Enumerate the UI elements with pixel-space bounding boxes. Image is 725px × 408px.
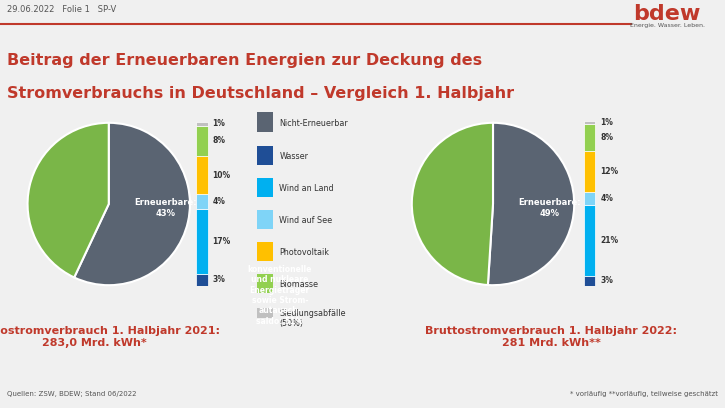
FancyBboxPatch shape	[257, 274, 273, 293]
Text: Beitrag der Erneuerbaren Energien zur Deckung des: Beitrag der Erneuerbaren Energien zur De…	[7, 53, 482, 68]
FancyBboxPatch shape	[257, 308, 273, 327]
Wedge shape	[74, 123, 190, 285]
Text: 1%: 1%	[212, 119, 225, 128]
Bar	[584, 151, 595, 191]
Text: Biomasse: Biomasse	[279, 280, 318, 289]
Text: Siedlungsabfälle
(50%): Siedlungsabfälle (50%)	[279, 308, 346, 328]
Text: 17%: 17%	[212, 237, 231, 246]
Text: 21%: 21%	[600, 236, 618, 245]
Bar	[584, 121, 595, 124]
Bar	[196, 122, 207, 126]
Bar	[196, 194, 207, 209]
Text: Wind auf See: Wind auf See	[279, 216, 332, 225]
Bar	[196, 209, 207, 274]
Bar	[196, 156, 207, 194]
Text: 8%: 8%	[600, 133, 613, 142]
Text: 3%: 3%	[600, 276, 613, 285]
Text: * vorläufig **vorläufig, teilweise geschätzt: * vorläufig **vorläufig, teilweise gesch…	[570, 391, 718, 397]
Text: Nicht-Erneuerbar: Nicht-Erneuerbar	[279, 119, 348, 128]
Text: 12%: 12%	[600, 167, 618, 176]
Text: Bruttostromverbrauch 1. Halbjahr 2022:
281 Mrd. kWh**: Bruttostromverbrauch 1. Halbjahr 2022: 2…	[425, 326, 677, 348]
Wedge shape	[488, 123, 574, 285]
Text: 10%: 10%	[212, 171, 231, 180]
FancyBboxPatch shape	[257, 178, 273, 197]
Text: Erneuerbare:
49%: Erneuerbare: 49%	[518, 198, 581, 218]
Text: Erneuerbare:
43%: Erneuerbare: 43%	[134, 198, 197, 218]
Text: Wasser: Wasser	[279, 153, 308, 162]
Text: Bruttostromverbrauch 1. Halbjahr 2021:
283,0 Mrd. kWh*: Bruttostromverbrauch 1. Halbjahr 2021: 2…	[0, 326, 220, 348]
Text: Wind an Land: Wind an Land	[279, 184, 334, 193]
Text: Energie. Wasser. Leben.: Energie. Wasser. Leben.	[629, 23, 705, 28]
Text: bdew: bdew	[634, 4, 700, 24]
Bar	[584, 124, 595, 151]
Bar	[196, 274, 207, 286]
Text: 3%: 3%	[212, 275, 225, 284]
FancyBboxPatch shape	[257, 113, 273, 131]
Bar	[196, 126, 207, 156]
Wedge shape	[28, 123, 109, 277]
Text: Quellen: ZSW, BDEW; Stand 06/2022: Quellen: ZSW, BDEW; Stand 06/2022	[7, 391, 137, 397]
Wedge shape	[412, 123, 493, 285]
Bar	[584, 275, 595, 286]
Bar	[584, 191, 595, 205]
FancyBboxPatch shape	[257, 210, 273, 229]
Text: konventionelle
und nukleare
Energieträger
sowie Strom-
autausch-
saldo: 51%: konventionelle und nukleare Energieträge…	[248, 265, 312, 326]
Text: Stromverbrauchs in Deutschland – Vergleich 1. Halbjahr: Stromverbrauchs in Deutschland – Verglei…	[7, 86, 514, 101]
Text: 4%: 4%	[600, 194, 613, 203]
Text: 4%: 4%	[212, 197, 225, 206]
Bar	[584, 205, 595, 275]
Text: Photovoltaik: Photovoltaik	[279, 248, 329, 257]
Text: 1%: 1%	[600, 118, 613, 127]
FancyBboxPatch shape	[257, 146, 273, 166]
Text: 8%: 8%	[212, 136, 225, 145]
FancyBboxPatch shape	[257, 242, 273, 261]
Text: 29.06.2022   Folie 1   SP-V: 29.06.2022 Folie 1 SP-V	[7, 5, 117, 15]
